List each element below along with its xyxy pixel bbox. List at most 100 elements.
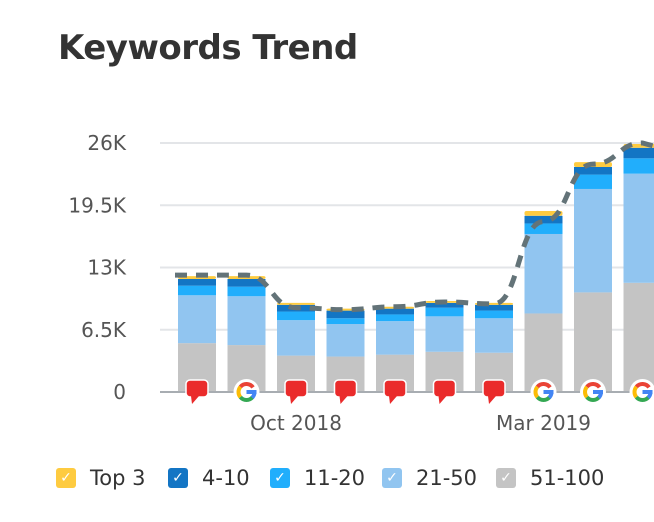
google-update-icon[interactable] [580,379,606,405]
bar-stack[interactable] [623,143,654,392]
legend-item-4-10[interactable]: ✓ 4-10 [168,466,250,490]
bar-segment-top-3 [524,210,563,216]
bubble-tail [339,396,348,404]
bar-stack[interactable] [425,301,464,392]
bar-segment-21-50 [376,321,414,355]
y-tick-label: 19.5K [68,193,127,217]
bar-segment-11-20 [178,285,216,296]
note-marker-icon[interactable] [284,379,308,404]
legend-label: Top 3 [90,466,146,490]
checkbox-checked-icon[interactable]: ✓ [168,468,188,488]
y-tick-label: 26K [87,131,126,155]
google-update-icon[interactable] [629,379,654,405]
google-arc [583,385,589,399]
bar-segment-11-20 [475,310,513,319]
bar-stack[interactable] [475,302,513,392]
checkbox-checked-icon[interactable]: ✓ [270,468,290,488]
legend-item-51-100[interactable]: ✓ 51-100 [496,466,604,490]
google-arc [533,385,540,399]
bar-segment-21-50 [623,173,654,283]
google-bar [543,390,554,394]
google-arc [535,395,552,402]
google-update-icon[interactable] [233,379,260,405]
chart-title: Keywords Trend [58,28,358,68]
legend-item-top3[interactable]: ✓ Top 3 [56,466,145,490]
google-update-icon[interactable] [530,379,557,405]
note-marker-icon[interactable] [185,379,209,404]
legend-label: 4-10 [202,466,250,490]
bar-segment-4-10 [524,215,563,224]
bubble-tail [290,396,298,404]
bar-segment-11-20 [524,223,563,234]
google-arc [634,395,651,402]
bar-stack[interactable] [574,162,612,392]
bar-segment-4-10 [475,304,513,311]
bar-stack[interactable] [178,276,216,392]
google-arc [634,382,651,389]
bar-segment-21-50 [425,316,464,352]
note-marker-icon[interactable] [383,379,407,404]
google-arc [238,395,255,402]
bubble [383,379,407,398]
y-tick-label: 0 [113,380,126,404]
note-marker-icon[interactable] [482,379,506,404]
legend-item-21-50[interactable]: ✓ 21-50 [382,466,477,490]
checkbox-checked-icon[interactable]: ✓ [382,468,402,488]
note-marker-icon[interactable] [432,379,457,404]
bar-segment-11-20 [277,311,315,321]
bar-segment-21-50 [326,324,365,357]
bar-stack[interactable] [524,210,563,392]
bar-segment-4-10 [623,147,654,159]
bubble [333,379,358,398]
bar-segment-top-3 [277,302,315,305]
bar-segment-4-10 [574,166,612,175]
bubble-tail [191,396,199,404]
trend-line [175,140,654,313]
bar-segment-11-20 [425,307,464,317]
bar-stack[interactable] [277,302,315,392]
bar-segment-11-20 [376,314,414,322]
google-bar [642,390,653,394]
legend-label: 51-100 [530,466,605,490]
google-arc [632,385,639,399]
bar-segment-4-10 [376,308,414,315]
bar-segment-11-20 [326,318,365,325]
note-marker-icon[interactable] [333,379,358,404]
bubble [284,379,308,398]
bubble-tail [438,396,447,404]
bar-segment-11-20 [623,158,654,174]
bubble-tail [389,396,397,404]
legend: ✓ Top 3 ✓ 4-10 ✓ 11-20 ✓ 21-50 ✓ 51-100 [0,466,654,496]
checkbox-checked-icon[interactable]: ✓ [56,468,76,488]
bar-stack[interactable] [227,276,266,392]
bar-segment-51-100 [524,313,563,392]
y-tick-label: 13K [87,256,126,280]
bar-segment-11-20 [574,174,612,189]
bar-segment-4-10 [178,278,216,286]
x-tick-label: Mar 2019 [496,411,591,435]
google-bar [246,390,257,394]
keywords-trend-chart: 0 6.5K 13K 19.5K 26K Oct 2018 Mar 2019 [68,131,654,435]
bar-segment-21-50 [178,295,216,344]
google-arc [535,382,552,389]
google-arc [585,382,602,389]
legend-label: 21-50 [416,466,478,490]
bubble-tail [488,396,496,404]
bar-segment-21-50 [227,296,266,346]
legend-item-11-20[interactable]: ✓ 11-20 [270,466,365,490]
google-arc [585,395,601,402]
google-bar [593,390,603,394]
bar-segment-51-100 [623,282,654,392]
bar-segment-4-10 [326,310,365,319]
bar-segment-4-10 [425,302,464,308]
x-tick-label: Oct 2018 [250,411,342,435]
bar-stack[interactable] [376,306,414,392]
bubble [185,379,209,398]
bar-segment-21-50 [475,318,513,353]
google-arc [236,385,243,399]
google-arc [238,382,255,389]
checkbox-checked-icon[interactable]: ✓ [496,468,516,488]
y-tick-label: 6.5K [81,318,127,342]
bar-segment-21-50 [574,188,612,293]
bar-segment-21-50 [277,320,315,356]
